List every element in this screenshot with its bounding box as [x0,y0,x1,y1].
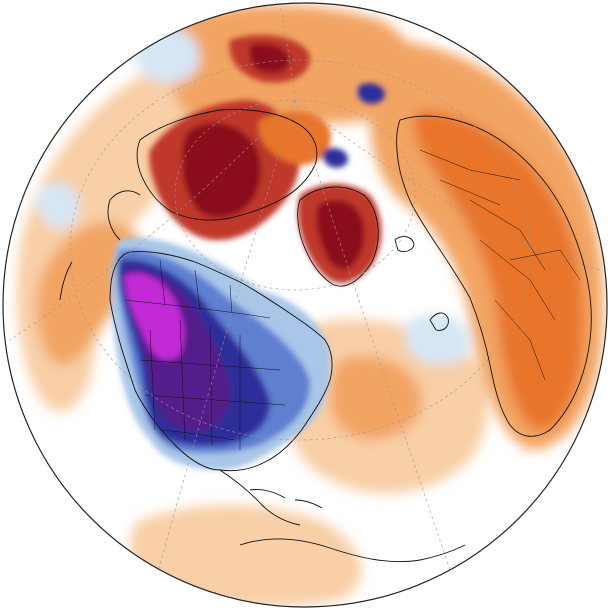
cold-region-pacific [36,182,80,230]
border-us-canada [124,299,271,319]
graticule-meridian-b [294,99,461,601]
coastline-caribbean [249,489,323,509]
coastline-central-america [219,469,301,526]
warm-region-south [129,505,362,607]
border-asia [419,149,521,206]
warm-anomaly-siberia-core [182,122,261,218]
warm-anomaly-greenland-core [316,199,365,270]
warm-region-eurasia-core [413,110,584,430]
coastline-north-america [109,251,333,472]
graticule-meridian-c [9,99,296,341]
cold-outbreak-extreme [124,273,185,361]
coastline-siberia [136,109,318,221]
coastline-south-america [239,538,466,563]
coastlines [59,109,592,563]
warm-region-atlantic-core [330,356,422,440]
border-europe-a [469,199,556,321]
cold-eddy-pole [322,148,348,168]
border-europe-b [494,249,581,381]
graticule-lat-30 [69,59,531,441]
cold-outbreak [111,238,331,470]
arctic-warm-anomalies [149,35,385,284]
graticule-meridian-a [149,99,296,601]
border-us-states-a [149,319,241,450]
border-us-states-b [139,359,286,406]
coastline-eurasia [396,115,592,437]
coastline-greenland [297,186,379,287]
border-canada-prov [159,259,233,316]
warm-anomaly-pole [258,111,331,165]
warm-anomaly-north-core [249,43,290,74]
coastline-iceland [394,236,415,253]
graticule-meridian-d [294,99,601,271]
graticule-lat-60 [174,99,416,291]
cold-eddy-bering [357,83,385,104]
border-us-mexico [159,429,236,441]
coastline-britain [429,312,449,331]
coastline-alaska [107,190,141,241]
cold-region-atlantic [404,314,470,365]
coastline-japan [59,261,73,301]
graticule [9,4,601,601]
borders [124,149,581,450]
